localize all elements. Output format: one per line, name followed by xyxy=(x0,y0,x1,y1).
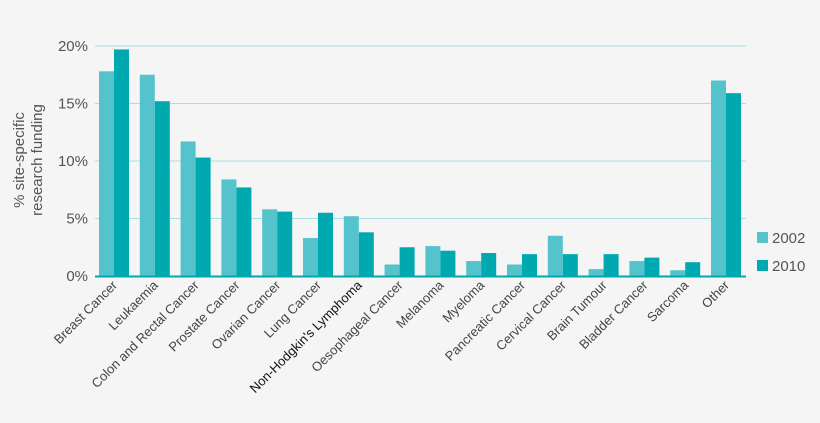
bar-2010 xyxy=(236,187,252,276)
x-tick-label: Cervical Cancer xyxy=(493,277,569,353)
bar-2002 xyxy=(507,264,522,276)
bar-2002 xyxy=(221,179,237,276)
y-tick-label: 15% xyxy=(58,96,88,113)
x-tick-label: Sarcoma xyxy=(644,277,692,325)
bar-2002 xyxy=(547,235,563,276)
bar-2002 xyxy=(303,238,318,276)
bar-2002 xyxy=(180,141,196,276)
x-tick-label: Other xyxy=(699,277,733,311)
bar-2010 xyxy=(562,254,578,276)
y-axis-ticks: 0% 5% 10% 15% 20% xyxy=(58,38,88,285)
y-tick-label: 20% xyxy=(58,38,88,55)
bar-2002 xyxy=(670,270,686,276)
y-axis-title-line: research funding xyxy=(29,104,46,216)
bar-2002 xyxy=(629,261,645,276)
bar-2010 xyxy=(440,250,456,276)
bar-2010 xyxy=(522,254,537,276)
bar-2002 xyxy=(262,209,278,276)
bar-2002 xyxy=(425,246,441,276)
legend-swatch xyxy=(757,232,768,243)
x-tick-label: Ovarian Cancer xyxy=(208,277,283,352)
bar-2002 xyxy=(99,71,114,276)
y-axis-title: % site-specific research funding xyxy=(11,104,46,216)
bar-2010 xyxy=(154,101,170,276)
y-tick-label: 10% xyxy=(58,153,88,170)
x-tick-label: Prostate Cancer xyxy=(165,277,243,355)
y-tick-label: 5% xyxy=(66,211,88,228)
bars xyxy=(99,49,741,277)
bar-2010 xyxy=(114,49,129,277)
bar-2002 xyxy=(466,261,482,276)
bar-2010 xyxy=(318,212,333,276)
bar-2010 xyxy=(644,257,660,276)
bar-2002 xyxy=(384,264,400,276)
bar-2010 xyxy=(358,232,374,276)
bar-2010 xyxy=(726,93,741,277)
bar-2010 xyxy=(195,157,211,276)
legend-label: 2010 xyxy=(772,258,805,275)
y-axis-title-line: % site-specific xyxy=(11,112,28,208)
bar-2002 xyxy=(139,74,155,276)
y-tick-label: 0% xyxy=(66,268,88,285)
bar-2002 xyxy=(343,216,359,276)
bar-2002 xyxy=(588,269,604,276)
x-tick-label: Breast Cancer xyxy=(51,277,121,347)
bar-2010 xyxy=(399,247,415,276)
bar-2010 xyxy=(685,262,701,276)
bar-2010 xyxy=(277,211,293,276)
legend-label: 2002 xyxy=(772,230,805,247)
legend: 2002 2010 xyxy=(757,230,805,275)
legend-swatch xyxy=(757,260,768,271)
bar-2002 xyxy=(711,80,726,276)
bar-2010 xyxy=(603,254,619,276)
bar-2010 xyxy=(481,253,497,276)
